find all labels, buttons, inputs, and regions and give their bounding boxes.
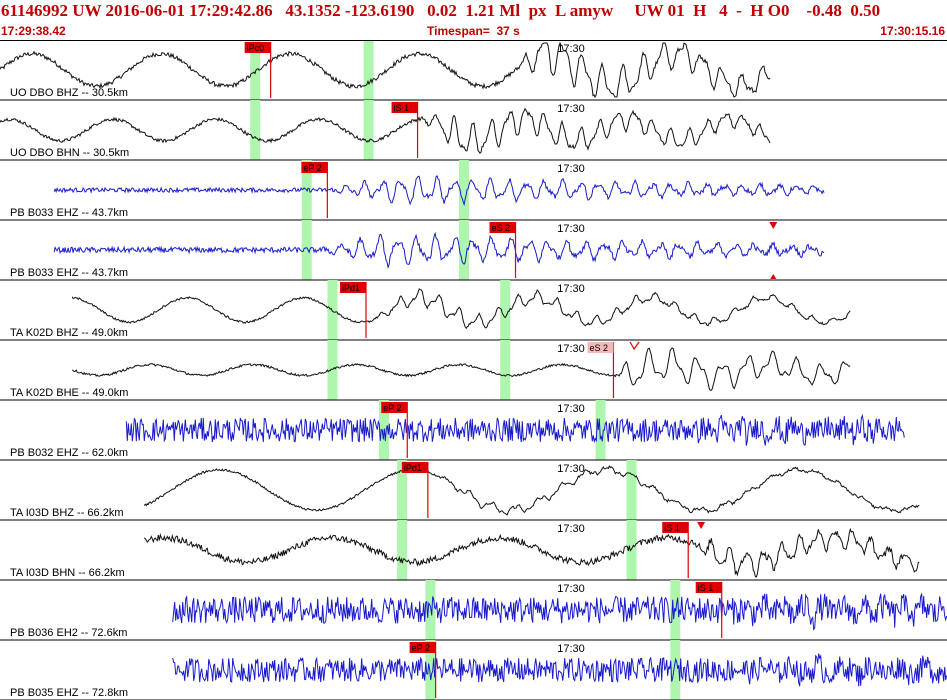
pick-flag-5-0: [587, 342, 614, 353]
pick-flag-9-0: [695, 582, 722, 593]
minute-mark-label: 17:30: [557, 643, 585, 655]
pick-label: eP 2: [412, 643, 430, 653]
channel-label: PB B036 EH2 -- 72.6km: [10, 627, 127, 639]
pick-flag-4-0: [340, 282, 367, 293]
minute-mark-label: 17:30: [557, 283, 585, 295]
pick-flag-10-0: [409, 642, 436, 653]
time-window-9-0: [425, 580, 436, 640]
minute-mark-label: 17:30: [557, 463, 585, 475]
header: 61146992 UW 2016-06-01 17:29:42.86 43.13…: [0, 0, 947, 40]
time-window-6-1: [595, 400, 606, 460]
channel-label: UO DBO BHZ -- 30.5km: [10, 87, 128, 99]
pick-flag-1-0: [391, 102, 418, 113]
channel-label: TA I03D BHN -- 66.2km: [10, 567, 125, 579]
waveform-9: [172, 592, 947, 631]
start-time: 17:29:38.42: [1, 24, 66, 38]
pick-flag-2-0: [301, 162, 328, 173]
check-marker: [629, 341, 640, 351]
time-window-10-0: [425, 640, 436, 700]
pick-flag-3-0: [489, 222, 516, 233]
channel-label: UO DBO BHN -- 30.5km: [10, 147, 129, 159]
waveform-2: [53, 175, 825, 207]
waveform-4: [71, 288, 851, 330]
pick-label: eS 2: [492, 223, 511, 233]
time-window-3-1: [458, 220, 469, 280]
pick-label: iS 1: [698, 583, 714, 593]
channel-label: PB B035 EHZ -- 72.8km: [10, 687, 128, 699]
channel-label: PB B032 EHZ -- 62.0km: [10, 447, 128, 459]
time-window-0-0: [250, 40, 261, 100]
waveform-5: [71, 347, 851, 391]
pick-flag-7-0: [401, 462, 428, 473]
time-window-8-1: [626, 520, 637, 580]
minute-mark-label: 17:30: [557, 43, 585, 55]
time-window-10-1: [670, 640, 681, 700]
waveform-3: [53, 231, 825, 268]
time-window-4-1: [500, 280, 511, 340]
time-window-8-0: [397, 520, 408, 580]
triangle-marker: [697, 522, 706, 529]
time-window-1-1: [363, 100, 374, 160]
time-window-7-1: [626, 460, 637, 520]
end-time: 17:30:15.16: [880, 24, 945, 38]
channel-label: TA I03D BHZ -- 66.2km: [10, 507, 124, 519]
bottom-marker: [770, 274, 777, 279]
minute-mark-label: 17:30: [557, 523, 585, 535]
pick-label: eS 2: [589, 343, 608, 353]
pick-label: iS 1: [664, 523, 680, 533]
minute-mark-label: 17:30: [557, 163, 585, 175]
channel-label: TA K02D BHE -- 49.0km: [10, 387, 128, 399]
waveform-10: [172, 653, 947, 687]
pick-label: eP 2: [383, 403, 401, 413]
minute-mark-label: 17:30: [557, 403, 585, 415]
time-window-1-0: [250, 100, 261, 160]
pick-flag-8-0: [662, 522, 689, 533]
time-window-7-0: [397, 460, 408, 520]
event-title: 61146992 UW 2016-06-01 17:29:42.86 43.13…: [1, 1, 881, 20]
pick-label: iPd1: [404, 463, 422, 473]
timespan: Timespan= 37 s: [427, 24, 520, 38]
channel-label: PB B033 EHZ -- 43.7km: [10, 207, 128, 219]
minute-mark-label: 17:30: [557, 103, 585, 115]
time-window-2-1: [458, 160, 469, 220]
time-window-5-1: [500, 340, 511, 400]
pick-label: iPd1: [342, 283, 360, 293]
channel-label: PB B033 EHZ -- 43.7km: [10, 267, 128, 279]
time-window-4-0: [327, 280, 338, 340]
time-window-0-1: [363, 40, 374, 100]
seismogram-panel[interactable]: 17:30 iPc0 UO DBO BHZ -- 30.5km 17:30 iS 1 UO…: [0, 40, 947, 700]
pick-label: eP 2: [303, 163, 321, 173]
triangle-marker: [769, 222, 778, 229]
pick-flag-0-0: [244, 42, 271, 53]
waveform-1: [0, 107, 771, 154]
pick-label: iPc0: [247, 43, 265, 53]
time-window-5-0: [327, 340, 338, 400]
minute-mark-label: 17:30: [557, 583, 585, 595]
pick-flag-6-0: [381, 402, 408, 413]
waveform-8: [143, 527, 920, 578]
minute-mark-label: 17:30: [557, 223, 585, 235]
waveform-0: [0, 41, 771, 99]
minute-mark-label: 17:30: [557, 343, 585, 355]
pick-label: iS 1: [394, 103, 410, 113]
waveform-6: [125, 413, 905, 446]
time-window-3-0: [301, 220, 312, 280]
waveform-7: [143, 465, 920, 516]
channel-label: TA K02D BHZ -- 49.0km: [10, 327, 128, 339]
